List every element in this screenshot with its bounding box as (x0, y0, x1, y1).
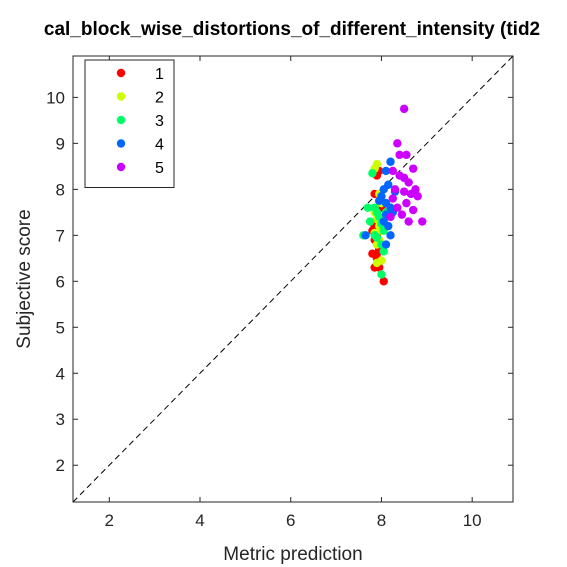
data-point-series-2 (372, 258, 382, 268)
data-point-series-5 (404, 217, 413, 226)
x-tick-label: 8 (377, 511, 386, 530)
legend-label: 4 (155, 137, 164, 154)
data-point-series-1 (372, 249, 382, 258)
legend-marker (116, 68, 126, 78)
data-point-series-1 (379, 277, 388, 286)
data-point-series-5 (388, 166, 397, 176)
legend-label: 1 (155, 66, 164, 83)
data-point-series-3 (370, 231, 379, 240)
x-tick-label: 2 (105, 511, 114, 530)
x-tick-label: 4 (195, 511, 204, 530)
x-tick-label: 10 (463, 511, 482, 530)
chart-title: cal_block_wise_distortions_of_different_… (44, 19, 540, 40)
data-point-series-5 (418, 217, 427, 226)
data-point-series-3 (377, 270, 386, 279)
data-point-series-5 (390, 185, 400, 194)
x-axis-ticks: 2 4 6 8 10 (105, 56, 482, 530)
data-point-series-5 (402, 150, 411, 160)
y-axis-ticks: 2 3 4 5 6 7 8 9 10 (46, 88, 513, 475)
data-point-series-5 (388, 194, 397, 203)
x-axis-label: Metric prediction (223, 544, 362, 565)
legend-label: 5 (155, 160, 164, 177)
legend-marker (116, 139, 126, 148)
legend-marker (116, 162, 126, 172)
y-tick-label: 5 (56, 318, 65, 337)
identity-line (72, 55, 514, 503)
plot-frame (72, 55, 514, 503)
y-tick-label: 4 (56, 364, 65, 383)
data-point-series-3 (365, 217, 375, 226)
y-tick-label: 3 (56, 410, 65, 429)
legend-box (84, 59, 175, 188)
legend-label: 3 (155, 113, 164, 130)
y-tick-label: 8 (56, 180, 65, 199)
data-point-series-4 (361, 231, 370, 240)
y-tick-label: 9 (56, 134, 65, 153)
data-point-series-4 (386, 157, 395, 166)
data-point-series-4 (381, 240, 391, 249)
legend-label: 2 (155, 90, 164, 107)
legend-marker (116, 115, 126, 125)
data-point-series-5 (413, 192, 422, 201)
y-tick-label: 10 (46, 88, 65, 107)
data-point-series-5 (399, 104, 409, 114)
data-point-series-4 (381, 166, 391, 176)
data-point-series-5 (397, 210, 407, 219)
data-point-series-5 (404, 178, 413, 187)
data-point-series-5 (402, 198, 411, 208)
data-point-series-4 (379, 185, 388, 194)
data-point-series-4 (384, 221, 393, 231)
data-point-series-5 (409, 205, 418, 215)
data-point-series-5 (386, 212, 395, 222)
data-point-series-5 (411, 185, 420, 194)
data-point-series-3 (368, 169, 377, 178)
data-point-series-3 (363, 203, 373, 212)
y-tick-label: 7 (56, 226, 65, 245)
data-point-series-4 (374, 196, 384, 206)
data-point-series-4 (386, 231, 395, 240)
data-points (359, 104, 427, 286)
legend-marker (116, 92, 126, 101)
data-point-series-5 (393, 203, 402, 212)
y-tick-label: 6 (56, 272, 65, 291)
data-point-series-5 (393, 139, 402, 148)
data-point-series-5 (399, 187, 409, 196)
legend: 1 2 3 4 5 (84, 59, 175, 188)
y-axis-label: Subjective score (14, 209, 35, 348)
data-point-series-5 (395, 150, 404, 160)
x-tick-label: 6 (286, 511, 295, 530)
y-tick-label: 2 (56, 456, 65, 475)
data-point-series-3 (379, 247, 388, 256)
data-point-series-5 (409, 164, 418, 173)
